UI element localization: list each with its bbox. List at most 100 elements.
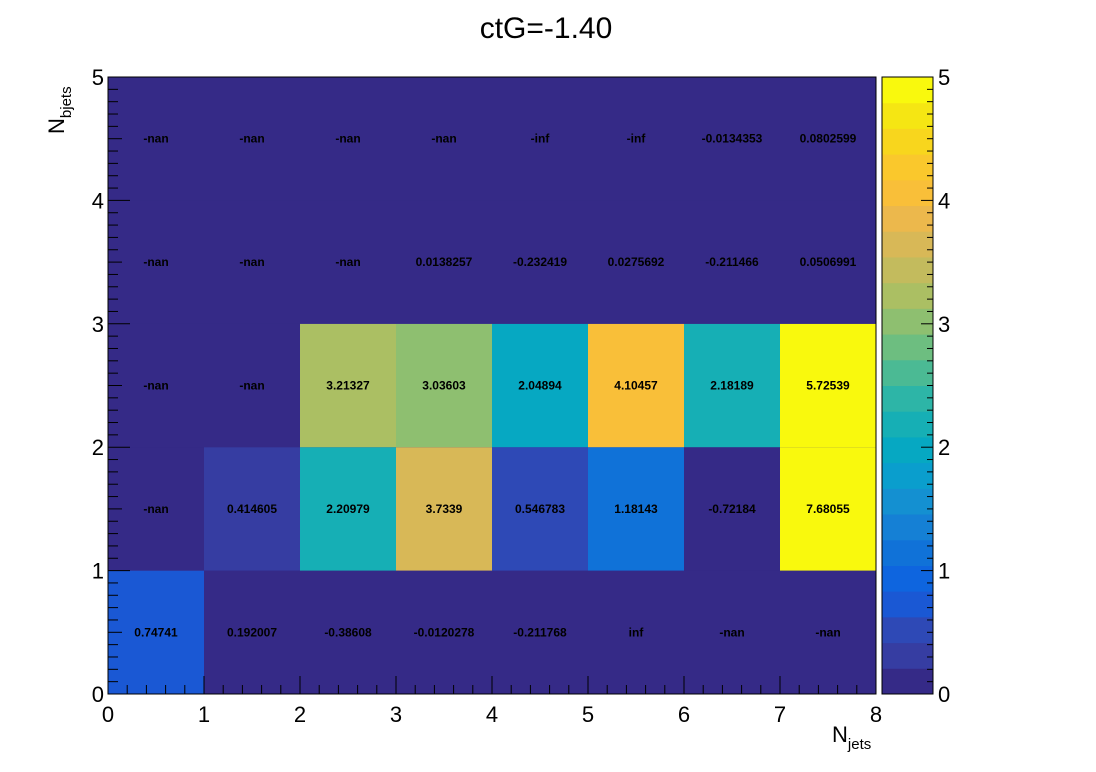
cell-value-label: -nan <box>335 132 360 146</box>
heatmap-cell <box>204 77 300 201</box>
heatmap-cell <box>108 447 204 571</box>
palette-swatch <box>882 256 933 284</box>
palette-swatch <box>882 591 933 618</box>
palette-tick-label: 4 <box>938 188 950 213</box>
palette-tick-label: 5 <box>938 65 950 90</box>
heatmap-cell <box>300 200 396 324</box>
heatmap-cell <box>396 77 492 201</box>
cell-value-label: 0.0506991 <box>800 255 857 269</box>
palette-swatch <box>882 154 933 181</box>
palette-swatch <box>882 668 933 695</box>
palette-swatch <box>882 539 933 566</box>
cell-value-label: 0.0802599 <box>800 132 857 146</box>
cell-value-label: -0.232419 <box>513 255 567 269</box>
cell-value-label: 0.414605 <box>227 502 277 516</box>
palette-swatch <box>882 642 933 669</box>
palette-tick-label: 0 <box>938 682 950 707</box>
heatmap-cell <box>492 77 588 201</box>
cell-value-label: 7.68055 <box>806 502 850 516</box>
y-tick-label: 4 <box>92 188 104 213</box>
cell-value-label: 0.74741 <box>134 625 178 639</box>
y-tick-label: 5 <box>92 65 104 90</box>
cell-value-label: -nan <box>815 625 840 639</box>
heatmap-cell <box>492 447 588 571</box>
cell-value-label: -nan <box>143 379 168 393</box>
heatmap-cell <box>396 323 492 448</box>
cell-value-label: -nan <box>143 502 168 516</box>
palette-swatch <box>882 282 933 309</box>
cell-value-label: 3.21327 <box>326 379 370 393</box>
y-tick-label: 3 <box>92 312 104 337</box>
heatmap-cell <box>588 77 684 201</box>
palette-swatch <box>882 359 933 386</box>
palette-swatch <box>882 77 933 104</box>
heatmap-cell <box>396 200 492 324</box>
cell-value-label: 0.546783 <box>515 502 565 516</box>
cell-value-label: inf <box>629 625 645 639</box>
heatmap-cell <box>396 447 492 571</box>
x-tick-label: 6 <box>678 702 690 727</box>
heatmap-cell <box>300 77 396 201</box>
cell-value-label: -nan <box>239 132 264 146</box>
cell-value-label: -0.0120278 <box>414 625 475 639</box>
heatmap-cell <box>204 570 300 694</box>
heatmap-cell <box>492 323 588 448</box>
cell-value-label: -inf <box>627 132 647 146</box>
cell-labels: 0.74741 0.192007 -0.38608 -0.0120278 -0.2117… <box>134 132 856 640</box>
cell-value-label: -0.72184 <box>708 502 756 516</box>
heatmap-cell <box>108 200 204 324</box>
heatmap-cell <box>300 570 396 694</box>
cell-value-label: -0.211768 <box>513 625 567 639</box>
heatmap-cell <box>108 570 204 694</box>
x-tick-label: 3 <box>390 702 402 727</box>
heatmap-cell <box>492 570 588 694</box>
x-tick-label: 8 <box>870 702 882 727</box>
cell-value-label: 2.18189 <box>710 379 754 393</box>
heatmap-cell <box>684 200 780 324</box>
cell-value-label: -nan <box>143 132 168 146</box>
cell-value-label: -inf <box>531 132 551 146</box>
heatmap-cell <box>300 447 396 571</box>
cell-value-label: -0.38608 <box>324 625 372 639</box>
y-axis: 0 1 2 3 4 5 <box>92 65 130 707</box>
palette-swatch <box>882 436 933 464</box>
heatmap-cell <box>684 77 780 201</box>
palette-swatch <box>882 565 933 592</box>
cell-value-label: -0.0134353 <box>702 132 763 146</box>
cell-value-label: -nan <box>335 255 360 269</box>
palette-tick-label: 2 <box>938 435 950 460</box>
cell-value-label: -0.211466 <box>705 255 759 269</box>
palette-swatch <box>882 385 933 412</box>
heatmap-cell <box>780 200 876 324</box>
cell-value-label: 3.7339 <box>426 502 463 516</box>
palette-swatch <box>882 231 933 258</box>
palette-swatch <box>882 488 933 515</box>
palette-swatch <box>882 514 933 541</box>
heatmap-cell <box>780 570 876 694</box>
palette-swatch <box>882 179 933 207</box>
cell-value-label: -nan <box>143 255 168 269</box>
palette-swatch <box>882 205 933 232</box>
heatmap-cell <box>780 77 876 201</box>
y-axis-title-sub: bjets <box>58 86 75 118</box>
x-tick-label: 2 <box>294 702 306 727</box>
heatmap-cell <box>588 200 684 324</box>
y-tick-label: 2 <box>92 435 104 460</box>
heatmap-cell <box>780 447 876 571</box>
cell-value-label: 0.0138257 <box>416 255 473 269</box>
cell-value-label: 1.18143 <box>614 502 658 516</box>
cell-value-label: -nan <box>239 379 264 393</box>
heatmap-cell <box>780 323 876 448</box>
heatmap-cell <box>300 323 396 448</box>
palette-swatch <box>882 616 933 644</box>
heatmap-cell <box>684 447 780 571</box>
heatmap-cell <box>108 323 204 448</box>
y-tick-label: 1 <box>92 559 104 584</box>
palette-tick-label: 3 <box>938 312 950 337</box>
palette-swatch <box>882 128 933 155</box>
cell-value-label: 2.20979 <box>326 502 370 516</box>
x-axis-title: Njets <box>832 722 871 753</box>
color-palette <box>881 76 934 695</box>
heatmap-cells <box>108 77 876 694</box>
